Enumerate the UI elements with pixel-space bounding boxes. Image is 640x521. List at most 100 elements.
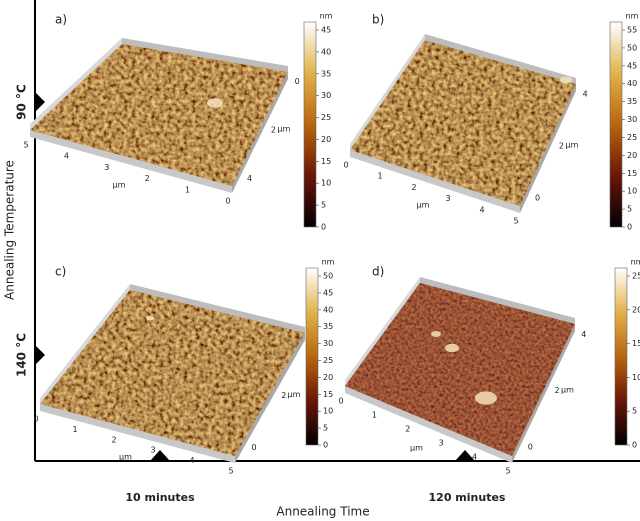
axis-tick-label: 3 xyxy=(104,163,109,172)
surface-side xyxy=(350,150,520,213)
axis-tick-label: 2 xyxy=(145,174,150,183)
colorbar xyxy=(303,21,317,228)
colorbar-tick-label: 45 xyxy=(321,26,331,35)
colorbar-tick-label: 10 xyxy=(321,179,331,188)
colorbar-tick-label: 30 xyxy=(323,339,333,348)
colorbar-tick-label: 20 xyxy=(632,305,640,314)
colorbar-tick-label: 20 xyxy=(321,135,331,144)
axis-tick-label: 5 xyxy=(23,141,28,150)
colorbar-tick-label: 15 xyxy=(321,157,331,166)
panel-label: b) xyxy=(372,13,384,27)
axis-tick-label: 4 xyxy=(64,152,69,161)
row-label: 140 °C xyxy=(15,333,29,377)
colorbar-tick-label: 45 xyxy=(323,288,333,297)
colorbar-tick-label: 20 xyxy=(323,373,333,382)
afm-surface xyxy=(30,44,288,186)
axis-tick-label: 4 xyxy=(479,205,484,214)
panel-label: a) xyxy=(55,13,67,27)
colorbar-tick-label: 40 xyxy=(321,47,331,56)
axis-unit: μm xyxy=(417,201,430,210)
surface-wall xyxy=(30,38,122,130)
axis-unit: μm xyxy=(288,390,301,399)
colorbar-tick-label: 0 xyxy=(627,223,632,232)
row-marker xyxy=(35,92,45,112)
colorbar-unit: nm xyxy=(626,12,639,21)
axis-tick-label: 2 xyxy=(281,391,286,400)
axis-tick-label: 2 xyxy=(111,435,116,444)
colorbar-tick-label: 55 xyxy=(627,26,637,35)
column-label: 10 minutes xyxy=(125,491,195,504)
colorbar-tick-label: 50 xyxy=(323,272,333,281)
surface-wall xyxy=(40,284,130,404)
row-label: 90 °C xyxy=(15,84,29,120)
surface-feature xyxy=(207,98,223,108)
axis-tick-label: 3 xyxy=(445,194,450,203)
surface-side xyxy=(235,333,305,463)
afm-surface xyxy=(40,290,305,456)
axis-tick-label: 1 xyxy=(372,411,377,420)
surface-wall xyxy=(425,34,576,84)
colorbar-tick-label: 5 xyxy=(321,201,326,210)
surface-side xyxy=(232,72,288,193)
colorbar-tick-label: 30 xyxy=(321,91,331,100)
surface-wall xyxy=(420,277,575,324)
colorbar-tick-label: 15 xyxy=(632,339,640,348)
axis-tick-label: 0 xyxy=(338,397,343,406)
column-label: 120 minutes xyxy=(429,491,506,504)
colorbar-tick-label: 5 xyxy=(632,407,637,416)
colorbar-unit: nm xyxy=(322,258,335,267)
axis-tick-label: 0 xyxy=(225,197,230,206)
surface-side xyxy=(345,386,512,463)
axis-tick-label: 2 xyxy=(405,425,410,434)
surface-feature xyxy=(146,315,154,321)
axis-tick-label: 0 xyxy=(295,77,300,86)
colorbar-tick-label: 5 xyxy=(627,205,632,214)
axis-unit: μm xyxy=(561,386,574,395)
x-axis-title: Annealing Time xyxy=(276,505,369,519)
axis-tick-label: 2 xyxy=(559,141,564,150)
colorbar-tick-label: 25 xyxy=(323,356,333,365)
colorbar-tick-label: 30 xyxy=(627,115,637,124)
colorbar-unit: nm xyxy=(631,258,640,267)
surface-wall xyxy=(130,284,305,333)
surface-wall xyxy=(350,34,425,150)
colorbar-tick-label: 0 xyxy=(321,223,326,232)
afm-surface xyxy=(350,40,576,206)
axis-tick-label: 2 xyxy=(271,126,276,135)
colorbar xyxy=(614,267,628,446)
axis-unit: μm xyxy=(119,453,132,462)
afm-surface xyxy=(345,283,575,456)
colorbar-unit: nm xyxy=(320,12,333,21)
colorbar-tick-label: 35 xyxy=(323,322,333,331)
colorbar-tick-label: 35 xyxy=(321,69,331,78)
colorbar-tick-label: 0 xyxy=(632,441,637,450)
surface-feature xyxy=(431,331,441,337)
axis-tick-label: 5 xyxy=(513,217,518,226)
axis-tick-label: 4 xyxy=(581,330,586,339)
axis-tick-label: 1 xyxy=(185,185,190,194)
axis-tick-label: 2 xyxy=(411,183,416,192)
axis-tick-label: 0 xyxy=(33,415,38,424)
surface-wall xyxy=(345,277,420,386)
axis-tick-label: 5 xyxy=(505,467,510,476)
surface-feature xyxy=(475,391,497,405)
colorbar-tick-label: 5 xyxy=(323,424,328,433)
colorbar-tick-label: 35 xyxy=(627,97,637,106)
axis-unit: μm xyxy=(113,181,126,190)
axis-unit: μm xyxy=(410,444,423,453)
colorbar-tick-label: 25 xyxy=(321,113,331,122)
surface-side xyxy=(40,404,235,463)
row-marker xyxy=(35,345,45,365)
colorbar-tick-label: 10 xyxy=(323,407,333,416)
column-marker xyxy=(455,450,475,461)
colorbar xyxy=(305,267,319,446)
colorbar xyxy=(609,21,623,228)
surface-side xyxy=(30,130,232,193)
colorbar-tick-label: 45 xyxy=(627,61,637,70)
axis-unit: μm xyxy=(278,125,291,134)
panel-label: c) xyxy=(55,265,66,279)
axis-tick-label: 2 xyxy=(555,386,560,395)
axis-tick-label: 0 xyxy=(528,442,533,451)
surface-side xyxy=(512,324,575,463)
